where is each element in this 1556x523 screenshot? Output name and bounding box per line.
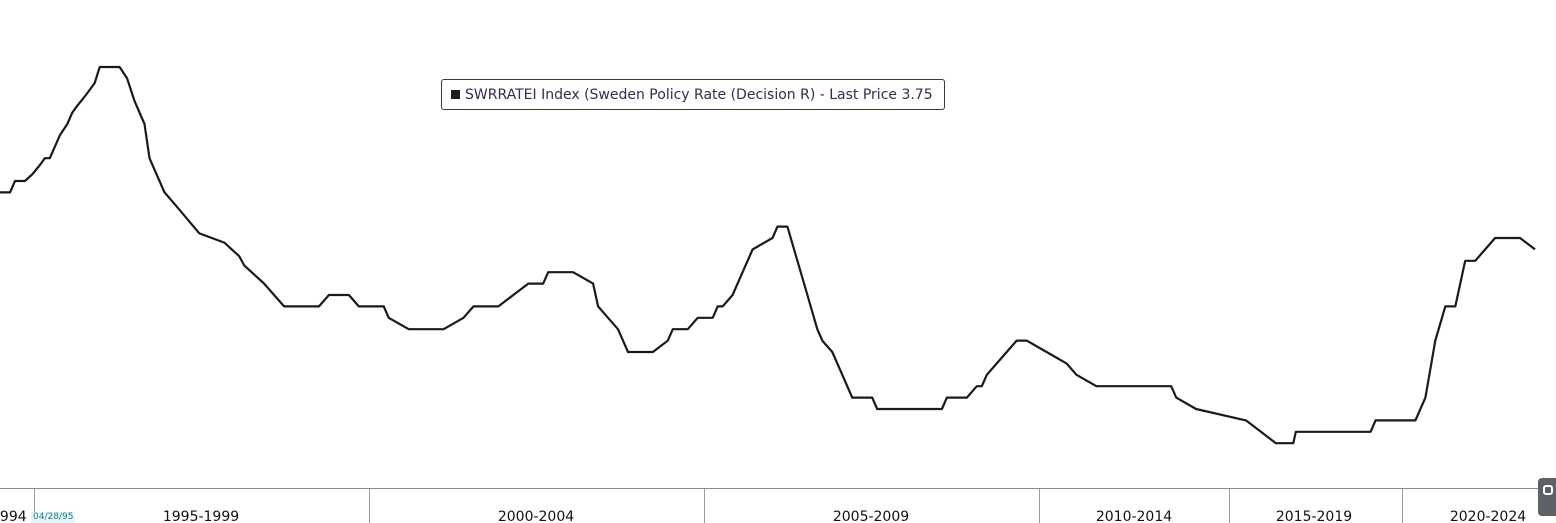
- policy-rate-series-line: [0, 65, 1536, 445]
- x-axis-label: 2010-2014: [1096, 509, 1172, 523]
- chart-options-tab[interactable]: [1538, 478, 1556, 516]
- x-axis-label: 1995-1999: [163, 509, 239, 523]
- x-axis-label: 2020-2024: [1450, 509, 1526, 523]
- x-axis-label: 2005-2009: [833, 509, 909, 523]
- options-icon: [1543, 485, 1553, 495]
- x-axis-label: 2000-2004: [498, 509, 574, 523]
- x-axis-ticks: [34, 488, 1403, 523]
- x-axis-labels: 1994 1995-1999 2000-2004 2005-2009 2010-2014…: [0, 509, 1526, 523]
- x-axis-label: 1994: [0, 509, 27, 523]
- chart-legend: SWRRATEI Index (Sweden Policy Rate (Deci…: [441, 79, 945, 110]
- x-axis-label: 2015-2019: [1276, 509, 1352, 523]
- crosshair-date-label: 04/28/95: [31, 512, 76, 523]
- legend-swatch: [451, 90, 460, 99]
- legend-label: SWRRATEI Index (Sweden Policy Rate (Deci…: [465, 86, 933, 103]
